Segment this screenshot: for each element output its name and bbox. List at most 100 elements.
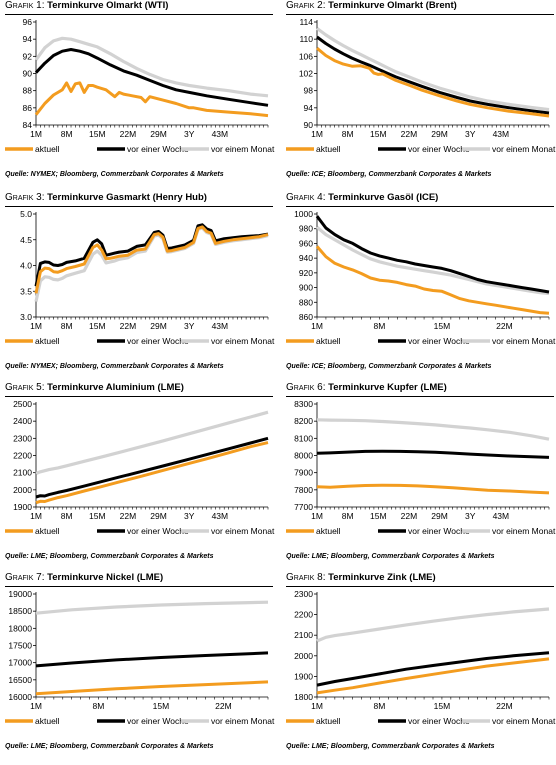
chart-source: Quelle: ICE; Bloomberg, Commerzbank Corp… (286, 171, 492, 178)
x-tick-label: 15M (89, 511, 106, 521)
y-tick-label: 2000 (294, 651, 313, 661)
title-rule (286, 586, 554, 587)
x-tick-label: 8M (374, 701, 386, 711)
chart-panel-5: Grafik 5: Terminkurve Aluminium (LME) 190… (5, 382, 275, 567)
x-tick-label: 22M (401, 511, 418, 521)
y-tick-label: 3.0 (20, 312, 32, 322)
y-tick-label: 106 (299, 51, 313, 61)
y-tick-label: 5.0 (20, 209, 32, 219)
legend-label: aktuell (316, 336, 341, 346)
x-tick-label: 22M (496, 321, 513, 331)
legend-label: aktuell (35, 336, 60, 346)
y-tick-label: 1900 (13, 502, 32, 512)
chart-svg: 7700 7800 7900 8000 8100 8200 8300 1M 8M 15M 22M 29… (286, 399, 556, 536)
chart-panel-1: Grafik 1: Terminkurve Olmarkt (WTI) 84 86 8… (5, 0, 275, 185)
y-tick-label: 16000 (8, 692, 32, 702)
chart-title: Grafik 6: Terminkurve Kupfer (LME) (286, 382, 554, 397)
legend-label: aktuell (316, 716, 341, 726)
legend-label: vor einer Woche (127, 144, 189, 154)
y-tick-label: 92 (23, 51, 33, 61)
x-tick-label: 22M (120, 129, 137, 139)
chart-title-text: Terminkurve Aluminium (LME) (47, 382, 184, 393)
x-tick-label: 15M (89, 321, 106, 331)
series-line-vor-einer-woche (316, 35, 550, 115)
series-line-vor-einem-monat (35, 600, 269, 615)
x-tick-label: 22M (120, 511, 137, 521)
chart-svg: 1900 2000 2100 2200 2300 2400 2500 1M 8M 15M 22M 29… (5, 399, 275, 536)
series-line-aktuell (316, 47, 550, 118)
y-tick-label: 84 (23, 120, 33, 130)
series-line-vor-einem-monat (35, 410, 269, 475)
y-tick-label: 2200 (294, 610, 313, 620)
chart-title-text: Terminkurve Kupfer (LME) (328, 382, 447, 393)
x-tick-label: 1M (311, 129, 323, 139)
series-line-aktuell (34, 225, 269, 294)
chart-title-prefix: Grafik 8: (286, 572, 326, 583)
y-tick-label: 17500 (8, 641, 32, 651)
y-tick-label: 90 (23, 69, 33, 79)
legend-label: vor einer Woche (408, 526, 470, 536)
x-tick-label: 15M (89, 129, 106, 139)
title-rule (5, 396, 273, 397)
series-line-aktuell (35, 441, 269, 505)
title-rule (5, 14, 273, 15)
y-tick-label: 900 (299, 283, 313, 293)
series-line-vor-einer-woche (35, 436, 269, 499)
x-tick-label: 3Y (465, 129, 476, 139)
y-tick-label: 19000 (8, 589, 32, 599)
x-tick-label: 15M (434, 701, 451, 711)
series-line-vor-einer-woche (315, 215, 550, 294)
chart-source: Quelle: NYMEX; Bloomberg, Commerzbank Co… (5, 171, 224, 178)
legend-label: vor einer Woche (127, 526, 189, 536)
y-tick-label: 8000 (294, 451, 313, 461)
x-tick-label: 29M (150, 129, 167, 139)
legend-label: vor einem Monat (211, 716, 275, 726)
x-tick-label: 1M (311, 511, 323, 521)
chart-svg: 90 94 98 102 106 110 114 1M 8M 15M 22M 29M 3Y 43M aktu… (286, 17, 556, 154)
x-tick-label: 29M (150, 511, 167, 521)
legend-label: vor einer Woche (127, 336, 189, 346)
x-tick-label: 22M (496, 701, 513, 711)
y-tick-label: 1000 (294, 209, 313, 219)
y-tick-label: 880 (299, 297, 313, 307)
legend-label: vor einem Monat (211, 144, 275, 154)
y-tick-label: 4.5 (20, 235, 32, 245)
title-rule (286, 206, 554, 207)
title-rule (286, 14, 554, 15)
x-tick-label: 43M (212, 321, 229, 331)
x-tick-label: 1M (30, 701, 42, 711)
x-tick-label: 15M (153, 701, 170, 711)
x-tick-label: 1M (311, 321, 323, 331)
y-tick-label: 18000 (8, 623, 32, 633)
y-tick-label: 1800 (294, 692, 313, 702)
chart-source: Quelle: LME; Bloomberg, Commerzbank Corp… (5, 743, 214, 750)
chart-panel-7: Grafik 7: Terminkurve Nickel (LME) 16000 1… (5, 572, 275, 757)
y-tick-label: 2100 (294, 630, 313, 640)
y-tick-label: 102 (299, 69, 313, 79)
x-tick-label: 8M (374, 321, 386, 331)
y-tick-label: 2500 (13, 399, 32, 409)
chart-title: Grafik 3: Terminkurve Gasmarkt (Henry Hu… (5, 192, 273, 207)
y-tick-label: 7900 (294, 468, 313, 478)
title-rule (5, 586, 273, 587)
series-line-aktuell (35, 680, 269, 696)
x-tick-label: 43M (212, 129, 229, 139)
x-tick-label: 1M (30, 129, 42, 139)
x-tick-label: 43M (212, 511, 229, 521)
y-tick-label: 1900 (294, 671, 313, 681)
series-line-aktuell (34, 81, 269, 118)
x-tick-label: 8M (61, 129, 73, 139)
y-tick-label: 920 (299, 268, 313, 278)
chart-title-text: Terminkurve Olmarkt (WTI) (47, 0, 169, 11)
series-line-vor-einem-monat (316, 418, 550, 441)
x-tick-label: 43M (493, 511, 510, 521)
x-tick-label: 15M (370, 511, 387, 521)
chart-panel-6: Grafik 6: Terminkurve Kupfer (LME) 7700 78… (286, 382, 556, 567)
x-tick-label: 15M (370, 129, 387, 139)
series-line-vor-einem-monat (34, 36, 269, 98)
series-line-vor-einer-woche (316, 651, 550, 687)
y-tick-label: 2400 (13, 416, 32, 426)
chart-panel-2: Grafik 2: Terminkurve Olmarkt (Brent) 90 9… (286, 0, 556, 185)
y-tick-label: 7800 (294, 485, 313, 495)
y-tick-label: 94 (304, 103, 314, 113)
